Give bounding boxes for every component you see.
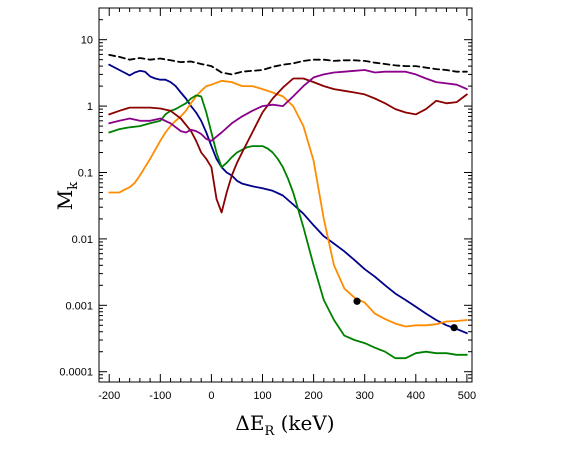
- markers-group: [353, 297, 458, 332]
- x-tick-label: 500: [458, 390, 476, 402]
- series-line-3: [108, 79, 468, 328]
- y-tick-label: 10: [81, 35, 93, 47]
- x-axis-title-main: ΔE: [235, 411, 264, 435]
- x-tick-label: 100: [253, 390, 271, 402]
- x-tick-label: 0: [208, 390, 214, 402]
- series-group: [108, 54, 468, 360]
- y-tick-label: 0.1: [78, 167, 93, 179]
- y-axis-title-main: M: [53, 190, 77, 210]
- x-axis-title-suffix: (keV): [274, 411, 334, 435]
- x-tick-label: 200: [304, 390, 322, 402]
- y-axis-title: Mk: [53, 182, 81, 210]
- x-tick-label: -100: [149, 390, 171, 402]
- y-tick-label: 0.001: [65, 300, 93, 312]
- series-line-4: [108, 94, 468, 360]
- x-tick-label: 400: [407, 390, 425, 402]
- series-line-1: [108, 54, 468, 76]
- data-point-marker: [450, 324, 458, 332]
- plot-frame: [98, 7, 473, 383]
- x-axis-title-subscript: R: [264, 424, 275, 439]
- data-point-marker: [353, 297, 361, 305]
- y-tick-label: 0.0001: [59, 367, 93, 379]
- y-tick-label: 1: [87, 101, 93, 113]
- series-line-2: [108, 63, 468, 335]
- series-line-5: [108, 77, 468, 214]
- y-tick-label: 0.01: [72, 234, 93, 246]
- axis-ticks: -200 -100 0 100 200 300 400 500 0.0001 0.001 0.01 0…: [59, 7, 476, 402]
- x-tick-label: 300: [356, 390, 374, 402]
- y-axis-title-subscript: k: [66, 182, 81, 190]
- x-tick-label: -200: [98, 390, 120, 402]
- x-axis-title: ΔER (keV): [235, 411, 334, 439]
- series-line-6: [108, 69, 468, 142]
